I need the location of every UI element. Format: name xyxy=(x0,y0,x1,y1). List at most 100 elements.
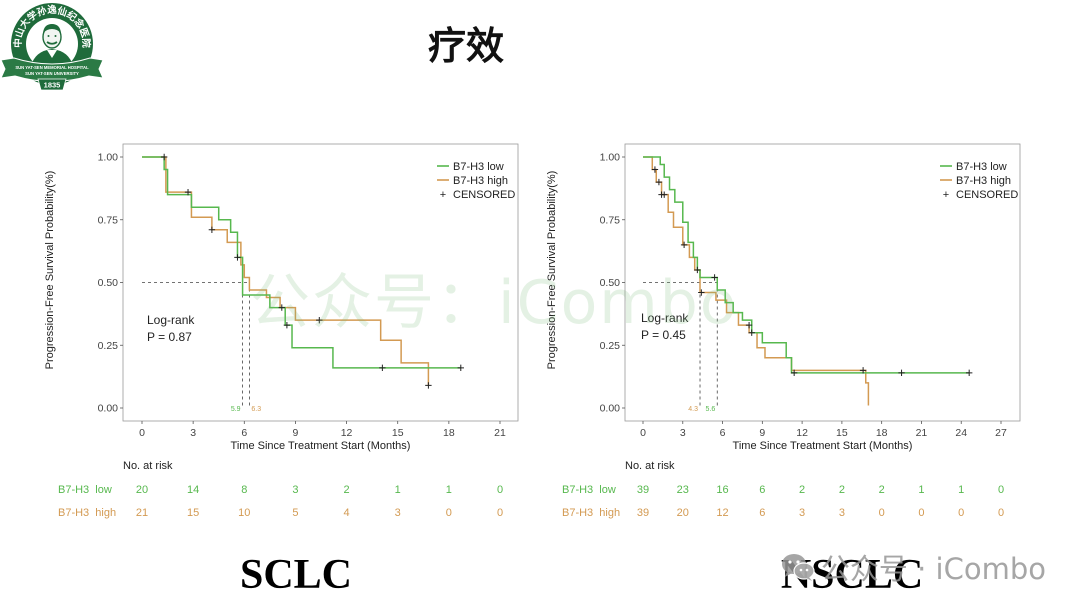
risk-count: 21 xyxy=(136,507,148,519)
risk-row-label: B7-H3 low xyxy=(58,484,112,496)
b7-h3-low-curve xyxy=(142,156,461,369)
risk-count: 8 xyxy=(241,484,247,496)
censor-mark xyxy=(655,178,663,186)
censor-mark xyxy=(698,289,705,296)
censor-mark xyxy=(457,364,464,372)
censor-mark xyxy=(680,241,688,249)
b7-h3-high-curve xyxy=(142,156,430,386)
risk-count: 2 xyxy=(344,484,350,496)
risk-count: 39 xyxy=(637,507,649,519)
x-tick-label: 3 xyxy=(680,427,686,439)
logrank-label: Log-rank xyxy=(147,313,195,327)
caption-right-chart: NSCLC xyxy=(780,552,924,598)
x-tick-label: 27 xyxy=(995,427,1007,439)
p-value: P = 0.45 xyxy=(641,328,686,342)
x-tick-label: 0 xyxy=(139,427,145,439)
risk-count: 6 xyxy=(759,484,765,496)
median-label: 6.3 xyxy=(251,406,261,413)
legend-censor-label: CENSORED xyxy=(453,189,515,201)
censor-mark xyxy=(748,329,755,336)
y-tick-label: 0.25 xyxy=(98,340,119,352)
logo-ribbon-line1: SUN YAT-SEN MEMORIAL HOSPITAL xyxy=(15,65,89,70)
x-tick-label: 21 xyxy=(916,427,928,439)
risk-count: 3 xyxy=(292,484,298,496)
risk-count: 1 xyxy=(958,484,964,496)
risk-count: 23 xyxy=(677,484,689,496)
risk-count: 2 xyxy=(839,484,845,496)
y-tick-label: 0.50 xyxy=(600,277,621,289)
censor-mark xyxy=(208,226,216,233)
risk-count: 1 xyxy=(395,484,401,496)
risk-count: 0 xyxy=(497,507,503,519)
x-tick-label: 18 xyxy=(876,427,888,439)
censor-mark xyxy=(379,364,386,372)
risk-count: 39 xyxy=(637,484,649,496)
risk-count: 6 xyxy=(759,507,765,519)
censor-mark xyxy=(694,266,701,274)
y-axis-title: Progression-Free Survival Probability(%) xyxy=(44,171,56,370)
plot-panel xyxy=(122,143,519,422)
chart-legend: B7-H3 low B7-H3 high + CENSORED xyxy=(437,161,515,201)
hospital-logo: 中山大学孙逸仙纪念医院 SUN YAT-SEN MEMORIAL HOSPITA… xyxy=(0,3,104,91)
legend-censor-symbol: + xyxy=(943,189,949,201)
risk-count: 15 xyxy=(187,507,199,519)
censor-mark xyxy=(283,321,291,329)
plot-panel xyxy=(624,143,1021,422)
y-tick-label: 0.25 xyxy=(600,340,621,352)
y-tick-label: 1.00 xyxy=(600,152,621,164)
censor-mark xyxy=(651,166,659,173)
risk-count: 4 xyxy=(344,507,350,519)
x-tick-label: 0 xyxy=(640,427,646,439)
censor-mark xyxy=(745,321,753,329)
risk-count: 20 xyxy=(677,507,689,519)
logo-year: 1835 xyxy=(44,81,61,90)
censor-mark xyxy=(234,254,241,261)
risk-count: 14 xyxy=(187,484,199,496)
risk-count: 0 xyxy=(497,484,503,496)
x-tick-label: 9 xyxy=(293,427,299,439)
censor-mark xyxy=(711,274,718,281)
risk-count: 20 xyxy=(136,484,148,496)
risk-row-label: B7-H3 high xyxy=(58,507,116,519)
x-tick-label: 12 xyxy=(796,427,808,439)
risk-table-title: No. at risk xyxy=(123,460,173,472)
risk-row-label: B7-H3 low xyxy=(562,484,616,496)
legend-label-b7-h3-high: B7-H3 high xyxy=(956,175,1011,187)
risk-count: 5 xyxy=(292,507,298,519)
risk-count: 2 xyxy=(799,484,805,496)
risk-count: 1 xyxy=(446,484,452,496)
legend-label-b7-h3-low: B7-H3 low xyxy=(453,161,504,173)
risk-count: 0 xyxy=(998,507,1004,519)
legend-censor-symbol: + xyxy=(440,189,446,201)
chart-legend: B7-H3 low B7-H3 high + CENSORED xyxy=(940,161,1018,201)
y-tick-label: 0.75 xyxy=(98,214,119,226)
risk-count: 0 xyxy=(446,507,452,519)
x-tick-label: 15 xyxy=(836,427,848,439)
risk-count: 0 xyxy=(998,484,1004,496)
risk-count: 2 xyxy=(879,484,885,496)
median-label: 5.6 xyxy=(706,406,716,413)
risk-table-title: No. at risk xyxy=(625,460,675,472)
y-axis-title: Progression-Free Survival Probability(%) xyxy=(546,171,558,370)
x-axis-title: Time Since Treatment Start (Months) xyxy=(231,440,411,452)
logo-ribbon-line2: SUN YAT-SEN UNIVERSITY xyxy=(25,71,79,76)
censor-mark xyxy=(316,316,323,324)
x-tick-label: 21 xyxy=(494,427,506,439)
risk-count: 3 xyxy=(839,507,845,519)
median-label: 4.3 xyxy=(688,406,698,413)
risk-count: 12 xyxy=(716,507,728,519)
x-tick-label: 6 xyxy=(720,427,726,439)
censor-mark xyxy=(661,191,668,198)
x-tick-label: 12 xyxy=(341,427,353,439)
censor-mark xyxy=(425,382,432,389)
x-axis-title: Time Since Treatment Start (Months) xyxy=(733,440,913,452)
risk-count: 0 xyxy=(958,507,964,519)
risk-count: 0 xyxy=(918,507,924,519)
censor-mark xyxy=(790,369,798,377)
x-tick-label: 24 xyxy=(955,427,967,439)
logo-ribbon xyxy=(0,57,104,82)
km-chart-left: 0.000.250.500.751.000 3 6 9 12 15 18 21Progress… xyxy=(44,143,519,519)
x-tick-label: 6 xyxy=(241,427,247,439)
